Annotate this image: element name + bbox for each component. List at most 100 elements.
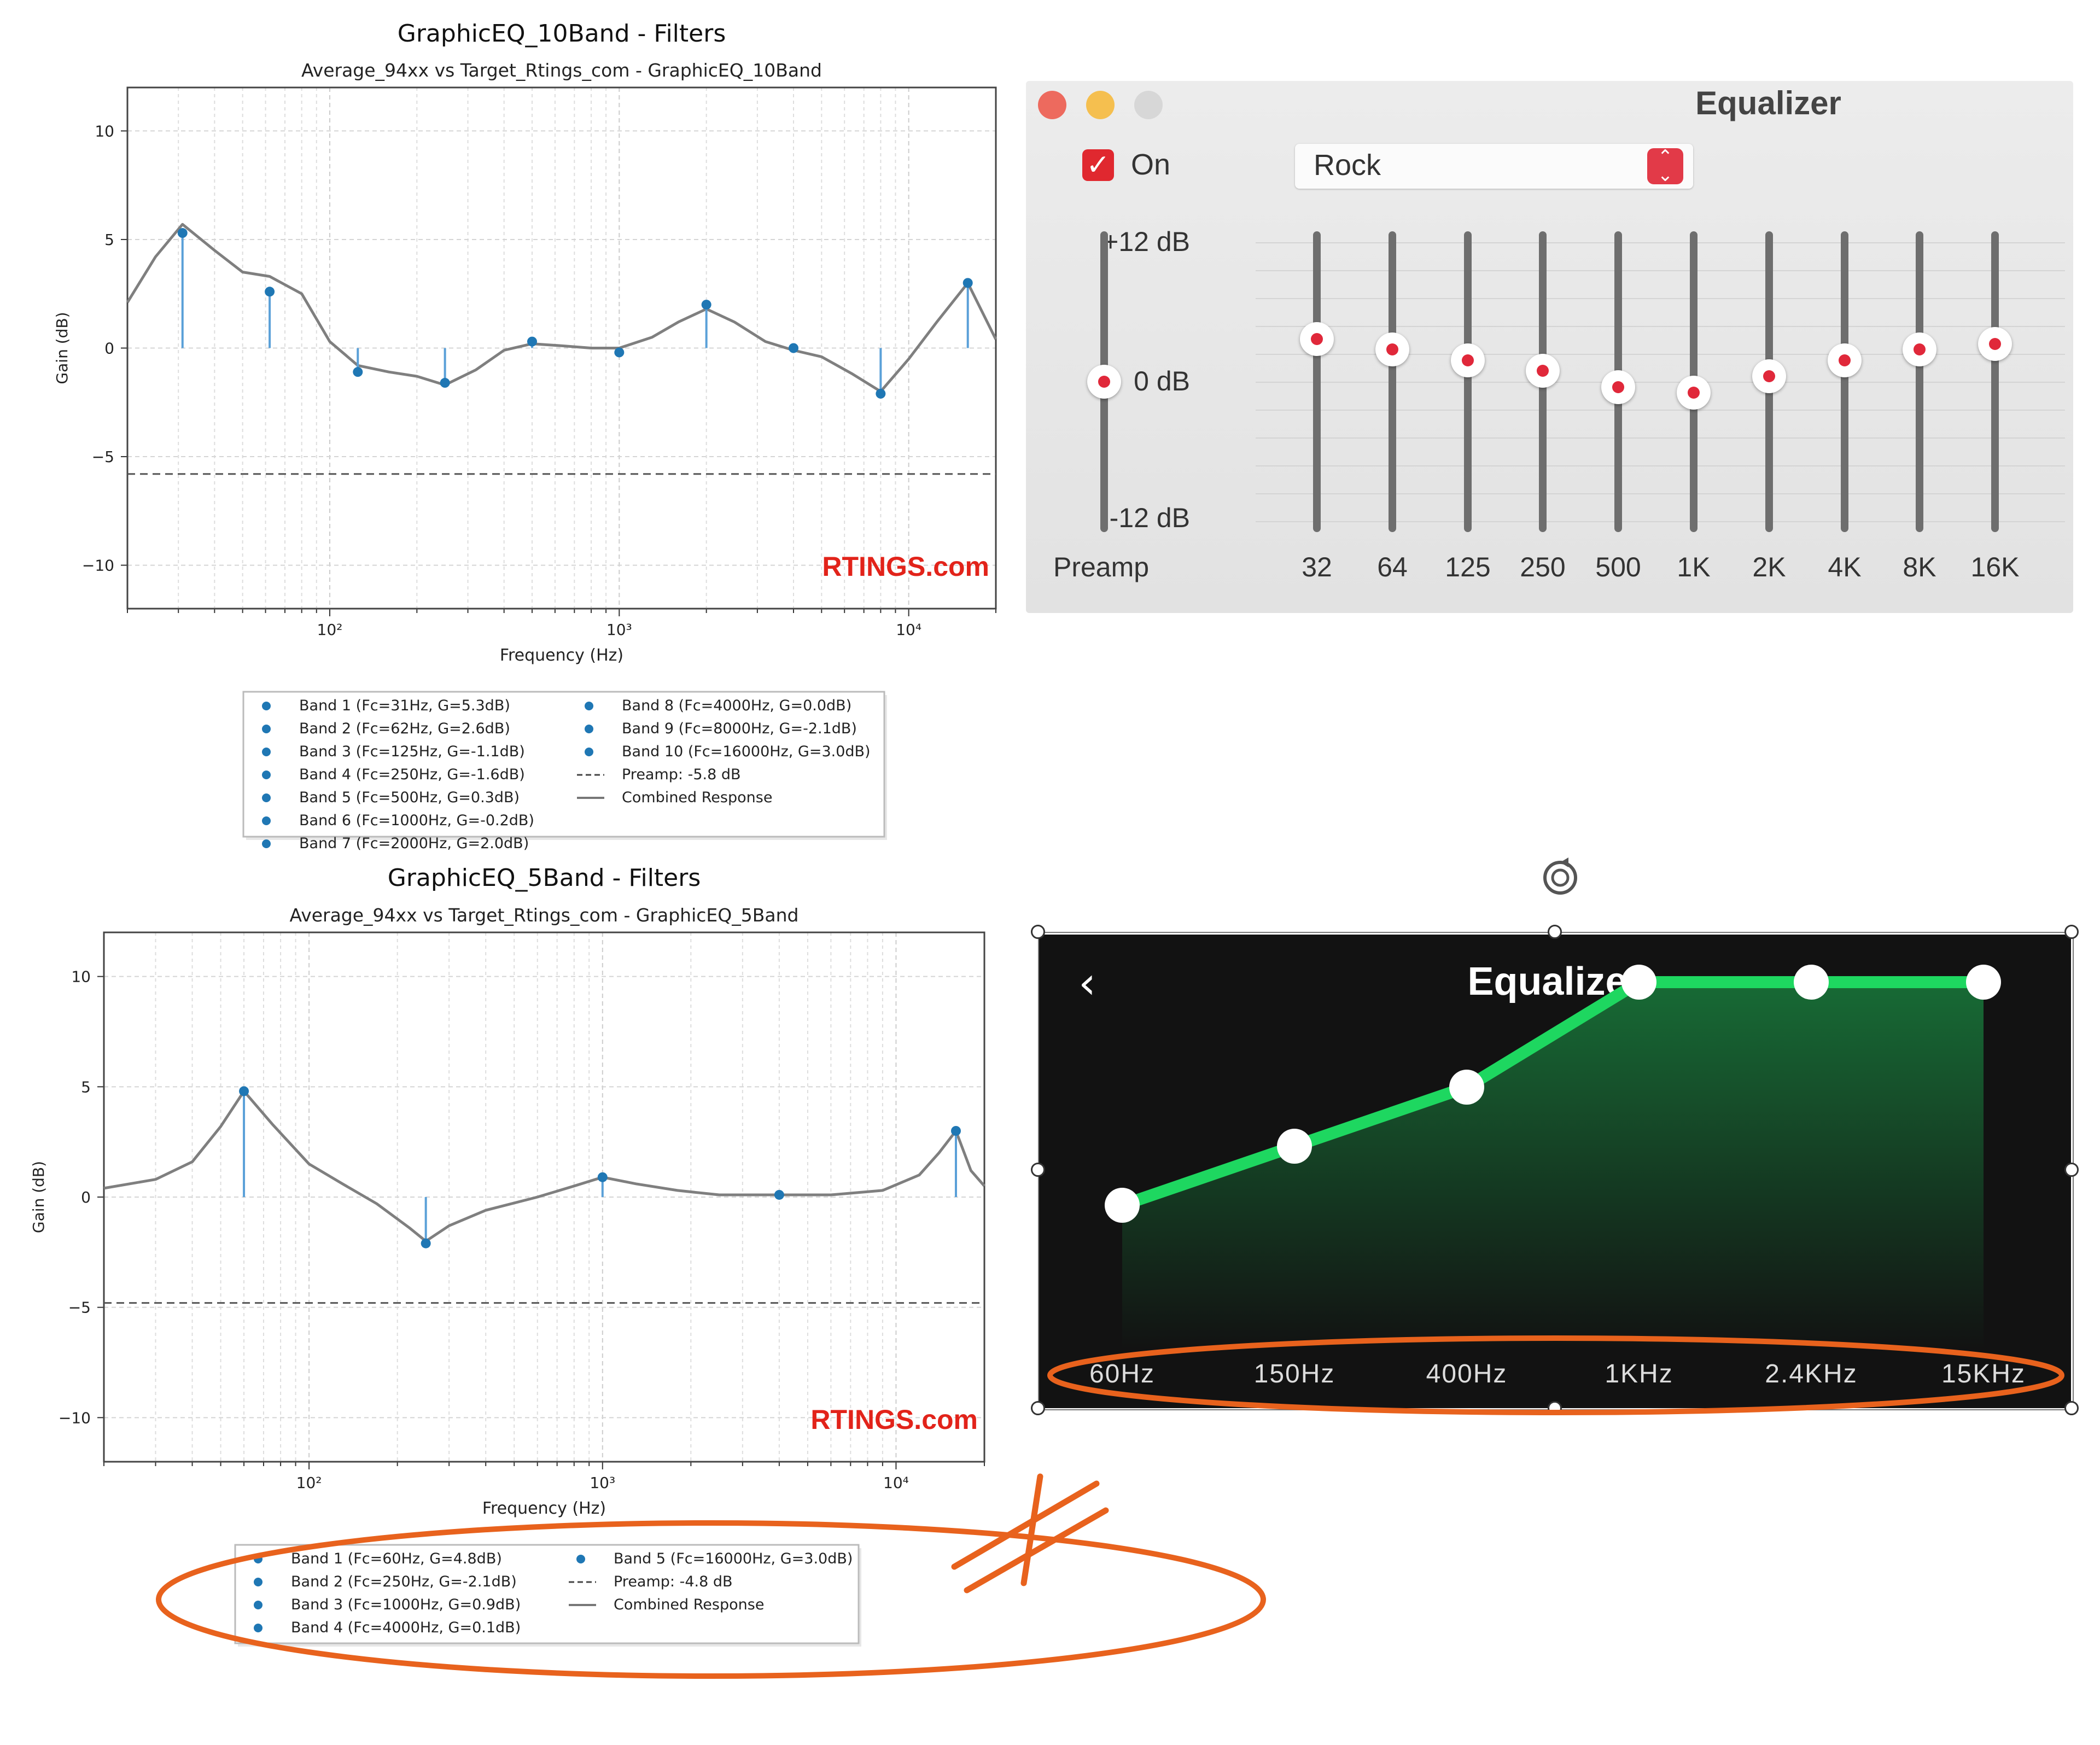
legend-label: Band 1 (Fc=60Hz, G=4.8dB) [291,1550,502,1567]
eq-point-15KHz [1966,965,2001,1000]
band-125-slider-track[interactable] [1464,231,1472,532]
chevron-left-icon[interactable]: ‹ [1078,958,1096,1008]
freq-label-60Hz: 60Hz [1089,1359,1156,1388]
y-tick-label: 5 [81,1078,91,1096]
plot-frame [103,931,985,1463]
mobile-eq-curve[interactable] [1039,935,2071,1408]
chart-10band-svg: GraphicEQ_10Band - Filters Average_94xx v… [53,20,998,852]
x-tick-label: 10³ [590,1474,615,1492]
chart-title: GraphicEQ_5Band - Filters [388,864,701,892]
db-mid-label: 0 dB [1134,366,1190,396]
eq-point-150Hz [1277,1129,1312,1164]
mac-equalizer-window: Equalizer ✓ On Rock ⌃ ⌄ +12 dB 0 dB -12 d… [1026,81,2073,613]
resize-handle-ml[interactable] [1031,1163,1045,1177]
legend-marker [585,725,593,733]
band-32-slider-knob[interactable] [1300,322,1334,356]
resize-handle-tr[interactable] [2064,925,2079,939]
band-8K-slider-knob[interactable] [1903,332,1936,367]
preset-select[interactable]: Rock ⌃ ⌄ [1295,144,1693,189]
legend-label: Band 8 (Fc=4000Hz, G=0.0dB) [622,697,851,714]
preamp-slider-knob[interactable] [1087,365,1121,399]
eq-curve-line [1120,976,1984,1211]
band-16K-slider-knob[interactable] [1978,327,2012,361]
freq-label-1KHz: 1KHz [1605,1359,1673,1388]
on-label: On [1131,148,1171,181]
band-point [774,1189,784,1200]
combined-response-line [126,223,998,393]
x-tick-label: 10² [296,1474,322,1492]
y-tick-label: −10 [82,557,114,575]
band-4K-slider-knob[interactable] [1828,343,1862,377]
band-point [597,1172,608,1182]
band-point [421,1238,431,1248]
band-32-slider-track[interactable] [1313,231,1321,532]
band-500-slider-knob[interactable] [1601,370,1635,404]
band-8K-slider-track[interactable] [1916,231,1923,532]
band-125-slider-label: 125 [1445,552,1491,582]
eq-point-2.4KHz [1794,965,1829,1000]
eq-point-400Hz [1449,1070,1484,1105]
legend-marker [262,748,271,756]
y-axis-label: Gain (dB) [53,312,71,384]
freq-label-2.4KHz: 2.4KHz [1765,1359,1858,1388]
band-16K-slider-label: 16K [1970,552,2020,582]
legend-marker [254,1624,262,1632]
on-checkbox[interactable]: ✓ [1082,149,1114,181]
slider-gridline [1256,521,2065,522]
legend-marker [262,725,271,733]
band-point [789,343,799,353]
band-16K-slider-track[interactable] [1991,231,1999,532]
band-125-slider-knob[interactable] [1451,343,1485,377]
major-grid [97,932,984,1469]
x-axis-label: Frequency (Hz) [500,646,623,665]
plot-frame [126,86,997,610]
eq-point-60Hz [1105,1188,1140,1223]
resize-handle-br[interactable] [2064,1401,2079,1415]
legend-label: Band 7 (Fc=2000Hz, G=2.0dB) [299,835,529,852]
y-tick-label: −10 [59,1409,91,1427]
band-8K-slider-label: 8K [1903,552,1936,582]
legend-label: Band 3 (Fc=125Hz, G=-1.1dB) [299,743,525,760]
y-tick-label: −5 [92,448,114,466]
legend-label: Band 5 (Fc=16000Hz, G=3.0dB) [614,1550,853,1567]
legend-marker [262,793,271,802]
legend-label: Band 4 (Fc=250Hz, G=-1.6dB) [299,766,525,783]
resize-handle-mr[interactable] [2064,1163,2079,1177]
band-4K-slider-track[interactable] [1841,231,1848,532]
eq-point-1KHz [1621,965,1656,1000]
minor-grid [103,932,985,1466]
close-button[interactable] [1038,91,1066,119]
minimize-button[interactable] [1086,91,1115,119]
major-grid [121,87,996,616]
band-1K-slider-knob[interactable] [1677,375,1711,410]
slider-gridline [1256,354,2065,355]
band-point [701,300,711,310]
band-64-slider-knob[interactable] [1375,332,1409,367]
resize-handle-tl[interactable] [1031,925,1045,939]
resize-handle-bl[interactable] [1031,1401,1045,1415]
freq-label-400Hz: 400Hz [1426,1359,1508,1388]
band-2K-slider-label: 2K [1752,552,1786,582]
band-point [614,347,625,358]
band-point [265,287,275,297]
band-2K-slider-knob[interactable] [1752,359,1786,394]
legend-marker [262,816,271,825]
resize-handle-bm[interactable] [1548,1401,1562,1415]
legend-marker [262,839,271,848]
legend-label: Band 6 (Fc=1000Hz, G=-0.2dB) [299,812,534,829]
x-tick-label: 10⁴ [883,1474,909,1492]
legend-label: Band 1 (Fc=31Hz, G=5.3dB) [299,697,510,714]
rotate-icon[interactable] [1536,853,1585,902]
legend-label: Band 5 (Fc=500Hz, G=0.3dB) [299,789,520,806]
band-point [440,378,450,388]
band-250-slider-knob[interactable] [1526,354,1560,388]
band-1K-slider-label: 1K [1677,552,1711,582]
chart-10band: GraphicEQ_10Band - Filters Average_94xx v… [0,0,1017,853]
band-64-slider-track[interactable] [1389,231,1396,532]
band-point [527,336,537,347]
chart-5band: GraphicEQ_5Band - Filters Average_94xx vs… [0,853,1017,1728]
band-point [353,367,363,377]
band-point [950,1126,961,1136]
zoom-button[interactable] [1134,91,1163,119]
resize-handle-tm[interactable] [1548,925,1562,939]
